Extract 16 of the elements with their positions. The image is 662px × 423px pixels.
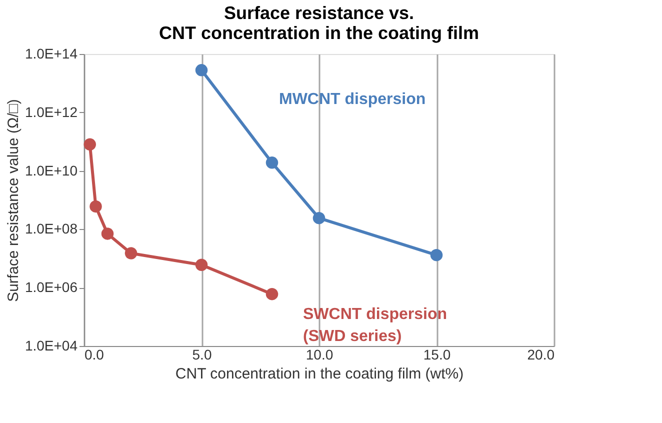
- x-tick-label: 5.0: [192, 346, 212, 362]
- series-label: SWCNT dispersion (SWD series): [303, 306, 448, 345]
- y-tick-label: 1.0E+10: [24, 162, 78, 178]
- x-tick-label: 20.0: [527, 346, 555, 362]
- text: MWCNT dispersion: [279, 91, 426, 108]
- y-tick-label: 1.0E+12: [24, 104, 78, 120]
- y-tick-label: 1.0E+04: [24, 338, 78, 354]
- y-axis-title: Surface resistance value (Ω/□): [4, 99, 22, 302]
- chart-title: Surface resistance vs. CNT concentration in the coating film: [158, 3, 480, 43]
- x-tick-label: 15.0: [423, 346, 451, 362]
- y-tick-label: 1.0E+14: [24, 46, 78, 62]
- y-tick-label: 1.0E+08: [24, 220, 78, 237]
- y-tick-label: 1.0E+06: [24, 279, 78, 296]
- x-tick-label: 0.0: [84, 346, 104, 362]
- x-tick-label: 10.0: [306, 346, 334, 362]
- x-axis-title: CNT concentration in the coating film (wt%): [175, 366, 464, 382]
